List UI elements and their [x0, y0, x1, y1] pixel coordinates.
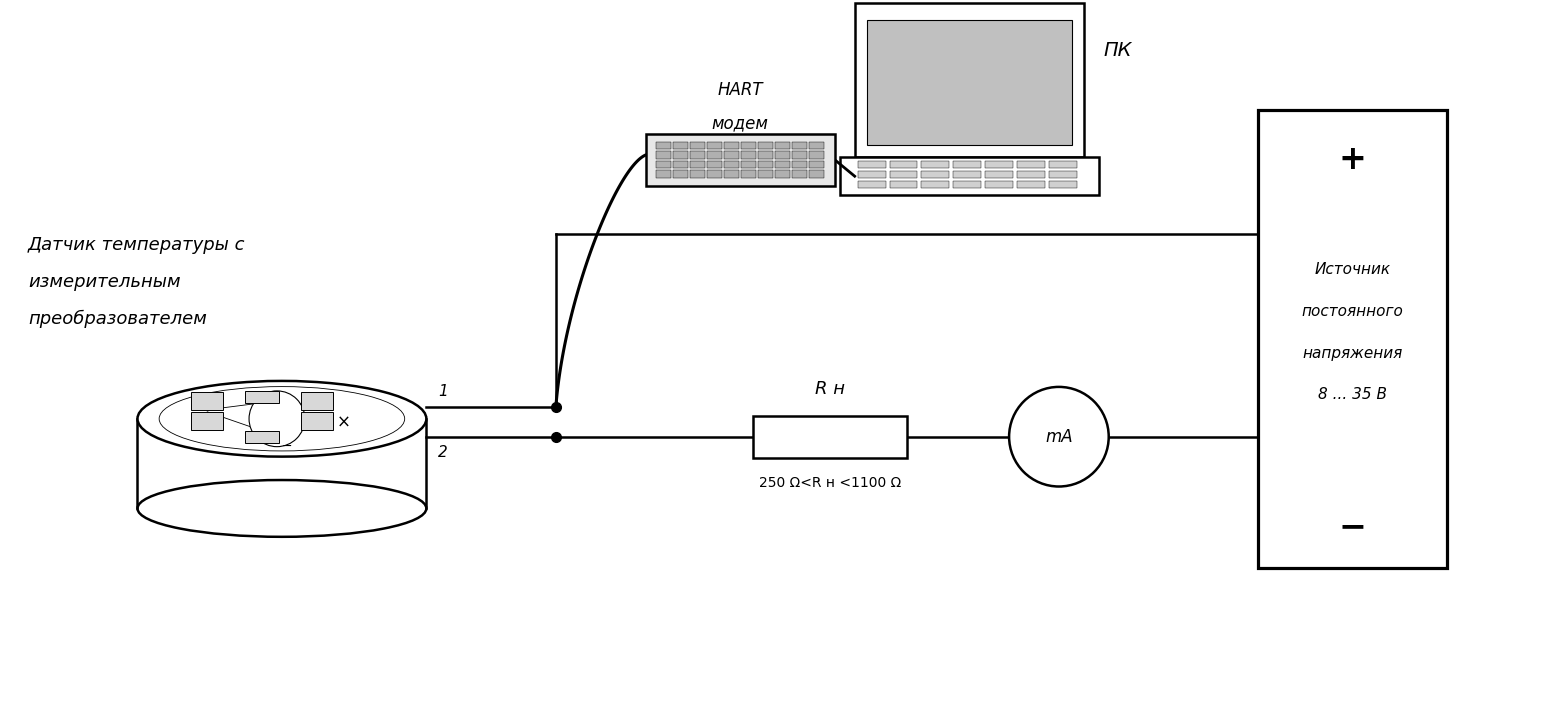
Bar — [758, 170, 772, 178]
Circle shape — [1009, 387, 1108, 487]
Bar — [724, 161, 740, 168]
Bar — [953, 161, 981, 168]
Text: mA: mA — [1046, 428, 1072, 446]
Bar — [922, 161, 949, 168]
Bar — [673, 142, 688, 150]
Bar — [741, 170, 757, 178]
Bar — [793, 142, 807, 150]
Bar — [1259, 110, 1447, 568]
Bar — [839, 157, 1099, 195]
Bar — [656, 151, 671, 159]
Bar — [707, 161, 723, 168]
Bar — [690, 142, 706, 150]
Bar — [1049, 171, 1077, 178]
Bar — [775, 151, 789, 159]
Bar — [690, 161, 706, 168]
Bar — [810, 142, 824, 150]
Bar — [758, 161, 772, 168]
Text: измерительным: измерительным — [28, 273, 180, 291]
Bar — [1016, 161, 1044, 168]
Bar — [673, 151, 688, 159]
Bar — [775, 142, 789, 150]
Bar — [1016, 171, 1044, 178]
Bar — [656, 170, 671, 178]
Bar — [889, 181, 917, 188]
Text: −: − — [1338, 510, 1368, 543]
Bar — [858, 161, 886, 168]
Text: напряжения: напряжения — [1302, 346, 1403, 360]
Bar — [724, 170, 740, 178]
Bar — [922, 171, 949, 178]
Text: R н: R н — [814, 380, 845, 398]
Ellipse shape — [137, 381, 426, 457]
Bar — [244, 431, 280, 443]
Bar — [707, 142, 723, 150]
Text: HART: HART — [718, 81, 763, 99]
Bar — [855, 3, 1083, 157]
Bar — [656, 142, 671, 150]
Text: +: + — [1340, 143, 1366, 176]
Bar — [724, 151, 740, 159]
Bar — [301, 412, 333, 430]
Text: 8 ... 35 В: 8 ... 35 В — [1318, 388, 1388, 403]
Text: Источник: Источник — [1315, 262, 1391, 277]
Bar — [690, 170, 706, 178]
Bar — [752, 416, 908, 457]
Bar — [673, 170, 688, 178]
Bar — [793, 170, 807, 178]
Text: постоянного: постоянного — [1302, 303, 1403, 319]
Bar — [758, 151, 772, 159]
Bar — [1016, 181, 1044, 188]
Bar — [741, 161, 757, 168]
Text: ПК: ПК — [1103, 41, 1133, 60]
Circle shape — [249, 391, 305, 446]
Bar — [191, 392, 224, 410]
Bar — [953, 171, 981, 178]
Bar — [673, 161, 688, 168]
Bar — [741, 151, 757, 159]
Bar — [707, 170, 723, 178]
Bar — [741, 142, 757, 150]
Bar — [889, 171, 917, 178]
Text: 250 Ω<R н <1100 Ω: 250 Ω<R н <1100 Ω — [758, 475, 901, 490]
Text: Датчик температуры с: Датчик температуры с — [28, 237, 246, 255]
Bar — [810, 170, 824, 178]
Text: преобразователем: преобразователем — [28, 310, 207, 328]
Bar — [858, 181, 886, 188]
Bar — [1049, 161, 1077, 168]
Bar — [244, 391, 280, 403]
Bar — [656, 161, 671, 168]
Bar — [985, 181, 1013, 188]
Bar — [867, 20, 1072, 145]
Text: модем: модем — [712, 114, 769, 132]
Bar — [1049, 181, 1077, 188]
Bar — [793, 151, 807, 159]
Text: ×: × — [337, 413, 351, 431]
Bar — [775, 170, 789, 178]
Bar — [645, 134, 834, 186]
Bar — [775, 161, 789, 168]
Bar — [889, 161, 917, 168]
Text: 1: 1 — [438, 384, 448, 399]
Text: 2: 2 — [438, 444, 448, 459]
Bar — [985, 171, 1013, 178]
Bar — [301, 392, 333, 410]
Bar — [810, 151, 824, 159]
Bar — [810, 161, 824, 168]
Bar — [985, 161, 1013, 168]
Bar — [953, 181, 981, 188]
Bar — [858, 171, 886, 178]
Bar — [758, 142, 772, 150]
Bar — [707, 151, 723, 159]
Bar — [191, 412, 224, 430]
Bar — [724, 142, 740, 150]
Text: −: − — [281, 440, 292, 453]
Bar — [922, 181, 949, 188]
Bar — [793, 161, 807, 168]
Bar — [690, 151, 706, 159]
